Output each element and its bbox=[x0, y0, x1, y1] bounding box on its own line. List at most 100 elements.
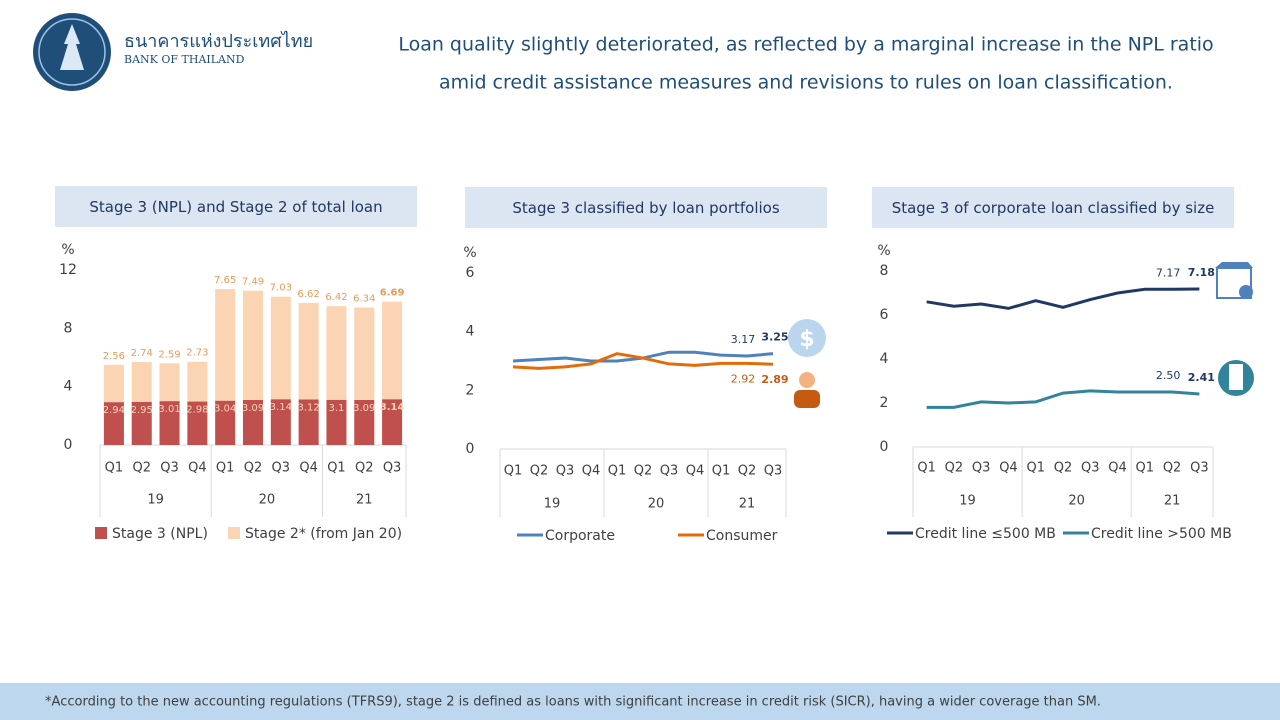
data-label: 2.41 bbox=[1188, 371, 1215, 384]
panel-title: Stage 3 (NPL) and Stage 2 of total loan bbox=[89, 198, 382, 216]
x-tick-label: Q3 bbox=[660, 464, 679, 479]
x-tick-label: Q2 bbox=[738, 464, 757, 479]
bar-segment bbox=[131, 401, 152, 445]
data-label: 3.12 bbox=[298, 403, 320, 414]
bar-segment bbox=[382, 301, 403, 400]
y-unit: % bbox=[61, 242, 74, 258]
bar-segment bbox=[326, 306, 347, 400]
data-label: 6.69 bbox=[380, 288, 405, 299]
group-label: 21 bbox=[1164, 494, 1181, 509]
x-tick-label: Q4 bbox=[299, 461, 318, 476]
y-tick-label: 4 bbox=[880, 351, 889, 367]
bar-segment bbox=[215, 400, 236, 445]
x-tick-label: Q2 bbox=[945, 461, 964, 476]
x-tick-label: Q4 bbox=[686, 464, 705, 479]
line-series bbox=[512, 352, 774, 370]
y-tick-label: 0 bbox=[466, 441, 475, 457]
x-tick-label: Q1 bbox=[608, 464, 627, 479]
data-label: 7.49 bbox=[242, 277, 264, 288]
bar-segment bbox=[270, 399, 291, 445]
data-label: 2.94 bbox=[103, 405, 125, 416]
corporate-icon: $ bbox=[788, 319, 826, 357]
data-label: 3.14 bbox=[270, 402, 292, 413]
group-label: 21 bbox=[739, 497, 756, 512]
x-tick-label: Q4 bbox=[1108, 461, 1127, 476]
y-tick-label: 4 bbox=[466, 324, 475, 340]
data-label: 3.04 bbox=[214, 404, 236, 415]
bar-segment bbox=[326, 399, 347, 445]
data-label: 3.09 bbox=[242, 403, 264, 414]
x-tick-label: Q4 bbox=[999, 461, 1018, 476]
group-label: 19 bbox=[544, 497, 561, 512]
shop-icon bbox=[1215, 262, 1253, 299]
bar-segment bbox=[159, 363, 180, 402]
data-label: 2.92 bbox=[731, 372, 756, 385]
bar-segment bbox=[215, 289, 236, 401]
x-tick-label: Q2 bbox=[530, 464, 549, 479]
legend-label: Credit line ≤500 MB bbox=[915, 526, 1056, 542]
legend-label: Corporate bbox=[545, 528, 615, 544]
group-label: 20 bbox=[1068, 494, 1085, 509]
logo-thai: ธนาคารแห่งประเทศไทย bbox=[124, 30, 313, 52]
y-tick-label: 4 bbox=[64, 379, 73, 395]
y-tick-label: 8 bbox=[64, 320, 73, 336]
data-label: 2.56 bbox=[103, 351, 125, 362]
x-tick-label: Q3 bbox=[383, 461, 402, 476]
x-tick-label: Q3 bbox=[160, 461, 179, 476]
data-label: 2.89 bbox=[761, 373, 788, 386]
footnote: *According to the new accounting regulat… bbox=[45, 695, 1101, 710]
panel-title: Stage 3 classified by loan portfolios bbox=[512, 199, 779, 217]
line-series bbox=[926, 287, 1200, 310]
data-label: 7.03 bbox=[270, 283, 292, 294]
data-label: 7.18 bbox=[1188, 266, 1215, 279]
panel-title: Stage 3 of corporate loan classified by … bbox=[892, 199, 1215, 217]
y-unit: % bbox=[877, 243, 890, 259]
line-series bbox=[926, 389, 1200, 409]
data-label: 6.62 bbox=[298, 289, 320, 300]
x-tick-label: Q2 bbox=[355, 461, 374, 476]
x-tick-label: Q1 bbox=[1026, 461, 1045, 476]
x-tick-label: Q1 bbox=[917, 461, 936, 476]
x-tick-label: Q4 bbox=[582, 464, 601, 479]
y-tick-label: 6 bbox=[880, 307, 889, 323]
x-tick-label: Q3 bbox=[764, 464, 783, 479]
data-label: 3.09 bbox=[353, 403, 375, 414]
panel-title-box bbox=[55, 186, 417, 227]
y-tick-label: 2 bbox=[880, 395, 889, 411]
bar-segment bbox=[270, 296, 291, 400]
legend-label: Consumer bbox=[706, 528, 778, 544]
x-tick-label: Q2 bbox=[1054, 461, 1073, 476]
group-label: 20 bbox=[648, 497, 665, 512]
panel-title-box bbox=[872, 187, 1234, 228]
data-label: 7.17 bbox=[1156, 266, 1181, 279]
x-tick-label: Q2 bbox=[244, 461, 263, 476]
data-label: 2.73 bbox=[186, 348, 208, 359]
legend-label: Stage 3 (NPL) bbox=[112, 526, 208, 542]
legend-label: Stage 2* (from Jan 20) bbox=[245, 526, 402, 542]
x-tick-label: Q1 bbox=[504, 464, 523, 479]
x-tick-label: Q3 bbox=[1190, 461, 1209, 476]
data-label: 7.65 bbox=[214, 275, 236, 286]
x-tick-label: Q3 bbox=[1081, 461, 1100, 476]
bar-segment bbox=[242, 399, 264, 445]
bar-segment bbox=[382, 399, 403, 445]
bar-segment bbox=[103, 364, 124, 403]
x-tick-label: Q4 bbox=[188, 461, 207, 476]
bar-segment bbox=[354, 307, 375, 400]
x-tick-label: Q3 bbox=[272, 461, 291, 476]
data-label: 3.25 bbox=[761, 331, 788, 344]
logo-english: BANK OF THAILAND bbox=[124, 53, 245, 66]
page-title: Loan quality slightly deteriorated, as r… bbox=[398, 34, 1213, 56]
group-label: 20 bbox=[259, 493, 276, 508]
logo bbox=[33, 13, 111, 91]
bar-segment bbox=[242, 290, 264, 400]
x-tick-label: Q1 bbox=[216, 461, 235, 476]
x-tick-label: Q2 bbox=[132, 461, 151, 476]
data-label: 2.95 bbox=[131, 405, 153, 416]
bar-segment bbox=[298, 302, 319, 400]
x-tick-label: Q3 bbox=[972, 461, 991, 476]
data-label: 2.59 bbox=[158, 349, 180, 360]
data-label: 3.17 bbox=[731, 333, 756, 346]
